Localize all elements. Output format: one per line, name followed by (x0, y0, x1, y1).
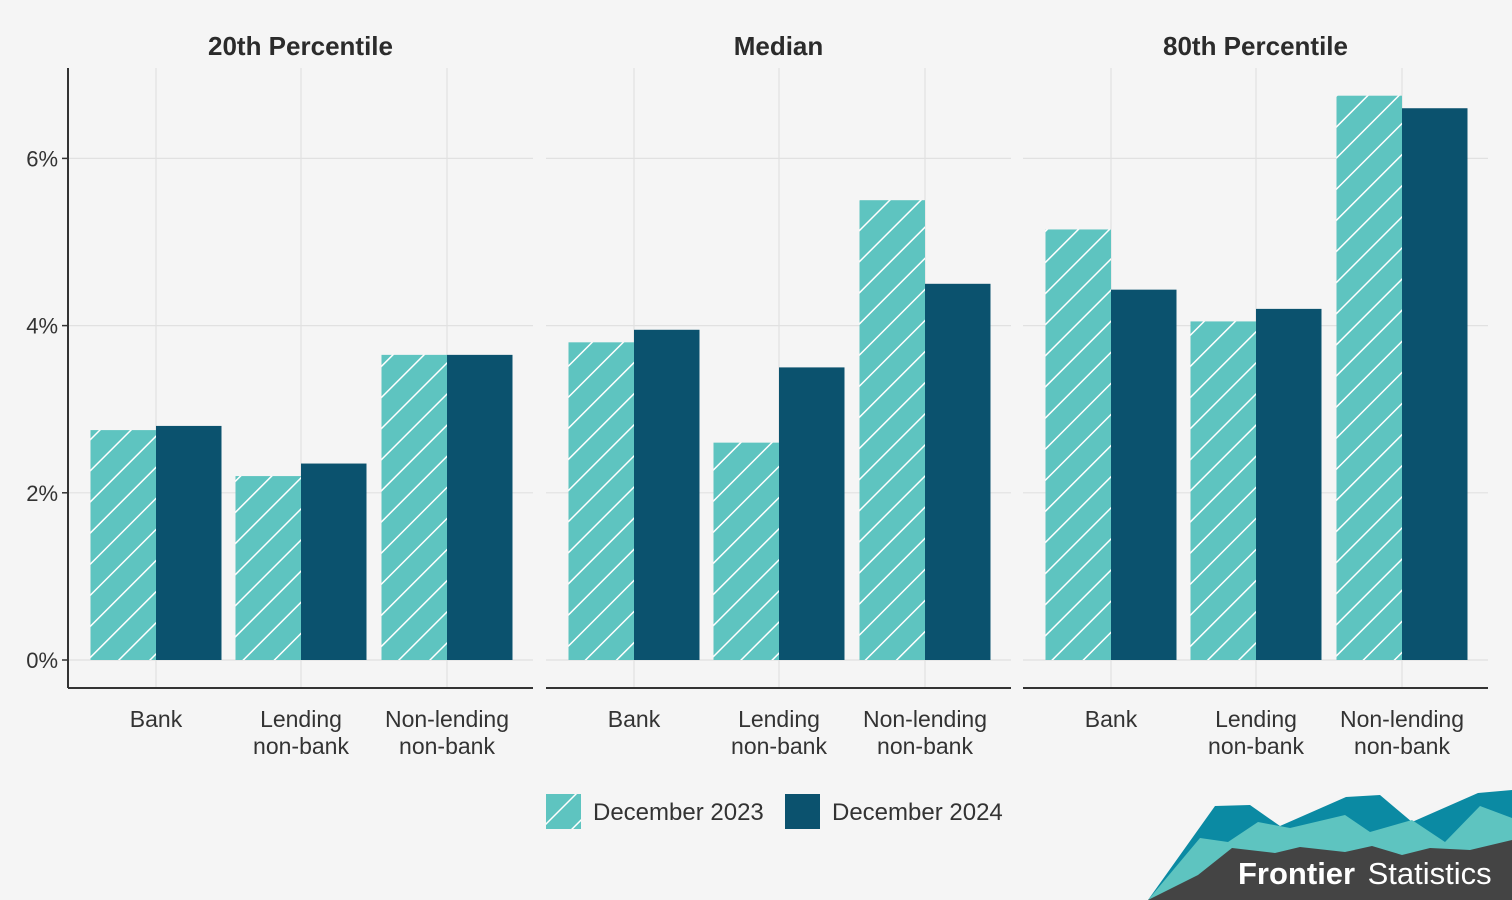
logo-text: Frontier Statistics (1238, 856, 1492, 891)
bar-20th-percentile-lending-non-bank-december-2024 (301, 463, 367, 660)
x-tick-label-non-lending-non-bank: Non-lending non-bank (1340, 706, 1464, 759)
legend-swatch-december-2024 (785, 794, 820, 829)
x-tick-label-line: Lending (1215, 706, 1297, 732)
x-tick-label-line: Non-lending (1340, 706, 1464, 732)
legend: December 2023 December 2024 (546, 794, 1003, 829)
bar-80th-percentile-lending-non-bank-december-2024 (1256, 308, 1322, 660)
logo-text-frontier: Frontier (1238, 856, 1355, 891)
facet-title-20th-percentile: 20th Percentile (208, 31, 393, 61)
bar-80th-percentile-lending-non-bank-december-2023 (1190, 321, 1256, 660)
bar-20th-percentile-non-lending-non-bank-december-2023 (381, 354, 447, 660)
x-tick-label-line: non-bank (731, 733, 827, 759)
x-tick-label-bank: Bank (608, 706, 661, 732)
facet-title-median: Median (734, 31, 824, 61)
bar-80th-percentile-non-lending-non-bank-december-2023 (1336, 95, 1402, 660)
bar-median-non-lending-non-bank-december-2024 (925, 283, 991, 660)
bar-20th-percentile-lending-non-bank-december-2023 (235, 476, 301, 660)
y-tick-label: 2% (26, 481, 58, 506)
bar-20th-percentile-non-lending-non-bank-december-2024 (447, 354, 513, 660)
x-tick-label-line: non-bank (1354, 733, 1450, 759)
bar-median-lending-non-bank-december-2023 (713, 442, 779, 660)
y-tick-label: 6% (26, 146, 58, 171)
legend-swatch-december-2023 (546, 794, 581, 829)
x-tick-label-non-lending-non-bank: Non-lending non-bank (863, 706, 987, 759)
bar-median-non-lending-non-bank-december-2023 (859, 200, 925, 660)
x-tick-label-line: Bank (1085, 706, 1138, 732)
x-tick-label-line: non-bank (253, 733, 349, 759)
facet-title-80th-percentile: 80th Percentile (1163, 31, 1348, 61)
y-tick-label: 4% (26, 314, 58, 339)
x-tick-label-line: Non-lending (863, 706, 987, 732)
bar-80th-percentile-bank-december-2023 (1045, 229, 1111, 660)
bar-median-bank-december-2023 (568, 342, 634, 660)
bar-20th-percentile-bank-december-2023 (90, 430, 156, 660)
x-tick-label-line: Bank (608, 706, 661, 732)
x-tick-label-lending-non-bank: Lending non-bank (253, 706, 349, 759)
x-tick-label-line: non-bank (877, 733, 973, 759)
bar-median-lending-non-bank-december-2024 (779, 367, 845, 660)
x-tick-label-non-lending-non-bank: Non-lending non-bank (385, 706, 509, 759)
x-tick-label-bank: Bank (1085, 706, 1138, 732)
x-tick-label-line: Lending (738, 706, 820, 732)
x-tick-label-line: Non-lending (385, 706, 509, 732)
x-tick-label-lending-non-bank: Lending non-bank (731, 706, 827, 759)
legend-label-december-2024: December 2024 (832, 799, 1003, 826)
x-tick-label-line: Lending (260, 706, 342, 732)
logo-mountain-dark (1148, 840, 1512, 900)
x-tick-label-line: Bank (130, 706, 183, 732)
legend-label-december-2023: December 2023 (593, 799, 764, 826)
x-tick-label-bank: Bank (130, 706, 183, 732)
x-tick-label-lending-non-bank: Lending non-bank (1208, 706, 1304, 759)
bar-80th-percentile-non-lending-non-bank-december-2024 (1402, 108, 1468, 661)
y-axis: 0% 2% 4% 6% (26, 68, 69, 688)
y-tick-label: 0% (26, 648, 58, 673)
x-tick-label-line: non-bank (399, 733, 495, 759)
frontier-statistics-logo: Frontier Statistics (1148, 790, 1512, 900)
bar-20th-percentile-bank-december-2024 (156, 425, 222, 660)
logo-text-statistics: Statistics (1368, 856, 1492, 891)
bar-median-bank-december-2024 (634, 329, 700, 660)
bar-80th-percentile-bank-december-2024 (1111, 289, 1177, 660)
x-tick-label-line: non-bank (1208, 733, 1304, 759)
